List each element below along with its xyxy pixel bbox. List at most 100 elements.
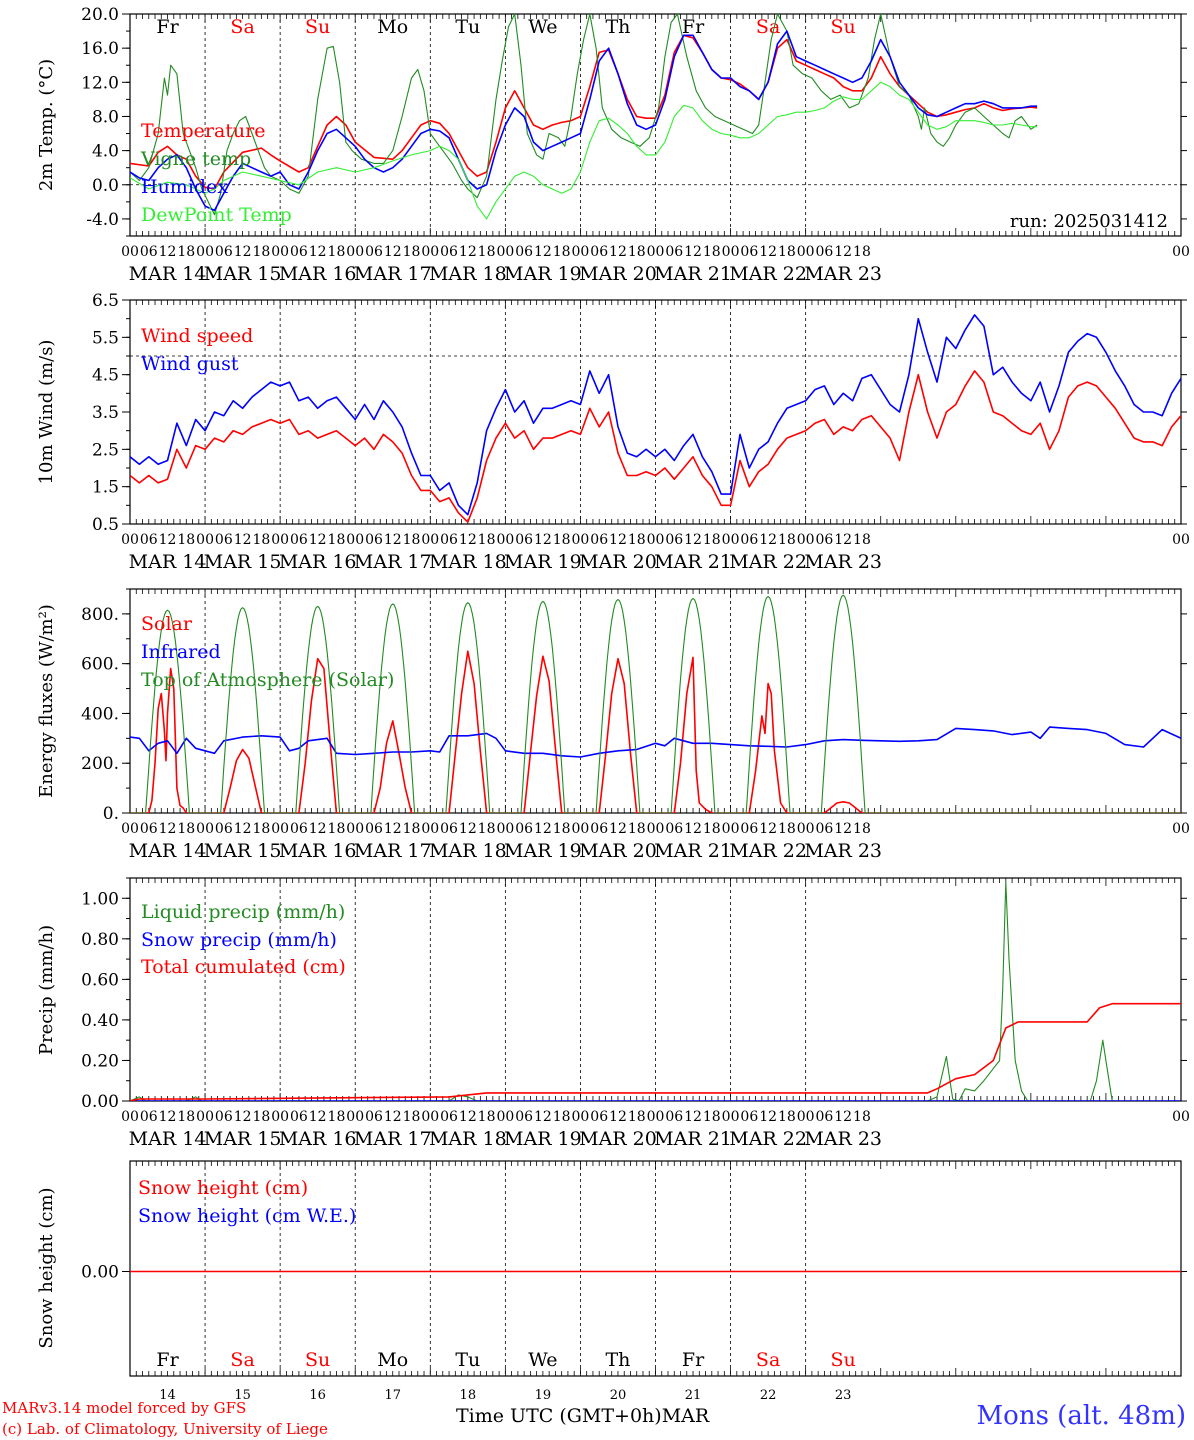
y-tick-label: -4.0 — [86, 210, 119, 230]
day-number-label: 17 — [384, 1388, 401, 1403]
hour-tick-label: 06 — [665, 821, 683, 837]
date-label: MAR 22 — [729, 840, 807, 862]
legend-entry: Liquid precip (mm/h) — [141, 901, 345, 923]
hour-tick-label: 18 — [628, 244, 646, 260]
hour-tick-label: 06 — [665, 244, 683, 260]
hour-tick-label: 18 — [177, 244, 195, 260]
hour-tick-label: 18 — [252, 1109, 270, 1125]
hour-tick-label: 00 — [572, 821, 590, 837]
day-number-label: 15 — [234, 1388, 251, 1403]
hour-tick-label: 00 — [196, 821, 214, 837]
legend-entry: Snow height (cm) — [138, 1177, 308, 1199]
date-label: MAR 18 — [429, 551, 507, 573]
hour-tick-label: 18 — [328, 821, 346, 837]
day-name-label: Mo — [377, 1349, 408, 1371]
hour-tick-label: 12 — [609, 244, 627, 260]
y-tick-label: 400. — [81, 704, 119, 724]
day-number-label: 19 — [535, 1388, 552, 1403]
date-label: MAR 17 — [354, 263, 432, 285]
hour-tick-label: 12 — [384, 532, 402, 548]
legend-entry: Solar — [141, 613, 193, 635]
y-tick-label: 200. — [81, 754, 119, 774]
plot-frame — [129, 299, 1182, 525]
hour-tick-label: 12 — [609, 1109, 627, 1125]
legend-entry: Snow height (cm W.E.) — [138, 1205, 356, 1227]
hour-tick-label: 06 — [440, 244, 458, 260]
hour-tick-label: 00 — [496, 532, 514, 548]
hour-tick-label: 06 — [515, 1109, 533, 1125]
day-number-label: 23 — [835, 1388, 852, 1403]
day-name-label: Tu — [455, 1349, 480, 1371]
hour-tick-label: 06 — [290, 1109, 308, 1125]
hour-tick-label: 06 — [740, 1109, 758, 1125]
hour-tick-label: 00 — [797, 821, 815, 837]
y-axis-label: Snow height (cm) — [36, 1187, 57, 1348]
series-line — [130, 81, 1038, 220]
date-label: MAR 17 — [354, 840, 432, 862]
series-group — [130, 14, 1038, 220]
day-name-label: Fr — [682, 1349, 705, 1371]
hour-tick-label: 12 — [684, 1109, 702, 1125]
y-tick-label: 0.80 — [81, 930, 119, 950]
hour-tick-label: 06 — [665, 1109, 683, 1125]
date-label: MAR 15 — [204, 1128, 282, 1150]
hour-tick-label: 00 — [496, 1109, 514, 1125]
hour-tick-label: 12 — [609, 532, 627, 548]
series-line — [130, 650, 1181, 813]
day-name-label: Sa — [230, 16, 254, 38]
hour-tick-label: 12 — [309, 532, 327, 548]
hour-tick-label: 00 — [722, 821, 740, 837]
hour-tick-label: 18 — [328, 532, 346, 548]
y-tick-label: 0.60 — [81, 970, 119, 990]
hour-tick-label: 00 — [346, 1109, 364, 1125]
hour-tick-label: 18 — [252, 244, 270, 260]
hour-tick-label: 12 — [459, 821, 477, 837]
hour-tick-label: 18 — [628, 821, 646, 837]
day-number-label: 16 — [309, 1388, 326, 1403]
hour-tick-label: 06 — [740, 821, 758, 837]
hour-tick-label: 12 — [384, 244, 402, 260]
hour-tick-label: 00 — [121, 532, 139, 548]
hour-tick-label: 06 — [665, 532, 683, 548]
date-label: MAR 18 — [429, 840, 507, 862]
hour-tick-label: 00 — [346, 244, 364, 260]
hour-tick-label: 06 — [290, 244, 308, 260]
hour-tick-label: 06 — [440, 821, 458, 837]
hour-tick-label: 06 — [215, 244, 233, 260]
series-line — [130, 1002, 1181, 1101]
hour-tick-label: 12 — [159, 1109, 177, 1125]
hour-tick-label: 00 — [496, 821, 514, 837]
hour-tick-label: 18 — [403, 1109, 421, 1125]
day-number-label: 20 — [610, 1388, 627, 1403]
series-line — [130, 726, 1181, 758]
day-name-label: Su — [831, 1349, 856, 1371]
hour-tick-label: 06 — [365, 244, 383, 260]
legend-entry: Top of Atmosphere (Solar) — [141, 669, 394, 691]
day-name-label: Th — [606, 1349, 631, 1371]
hour-tick-label: 12 — [834, 1109, 852, 1125]
station-name: Mons (alt. 48m) — [976, 1401, 1186, 1431]
hour-tick-label: 00 — [647, 244, 665, 260]
hour-tick-label: 18 — [177, 532, 195, 548]
day-number-label: 18 — [460, 1388, 477, 1403]
hour-tick-label: 00 — [647, 821, 665, 837]
x-axis-month: MAR — [661, 1405, 710, 1427]
legend-entry: Infrared — [141, 641, 221, 663]
hour-tick-label: 18 — [478, 1109, 496, 1125]
date-label: MAR 23 — [804, 551, 882, 573]
hour-tick-label: 18 — [478, 821, 496, 837]
hour-tick-label: 18 — [177, 1109, 195, 1125]
y-tick-label: 0.0 — [92, 176, 119, 196]
hour-tick-label: 18 — [703, 1109, 721, 1125]
hour-tick-label: 00 — [1172, 821, 1190, 837]
day-name-label: Fr — [682, 16, 705, 38]
hour-tick-label: 12 — [159, 532, 177, 548]
legend-entry: DewPoint Temp — [141, 204, 292, 226]
hour-tick-label: 18 — [628, 532, 646, 548]
x-axis-label: Time UTC (GMT+0h) — [456, 1405, 662, 1427]
day-name-label: We — [528, 16, 557, 38]
date-label: MAR 19 — [504, 551, 582, 573]
hour-tick-label: 00 — [121, 244, 139, 260]
